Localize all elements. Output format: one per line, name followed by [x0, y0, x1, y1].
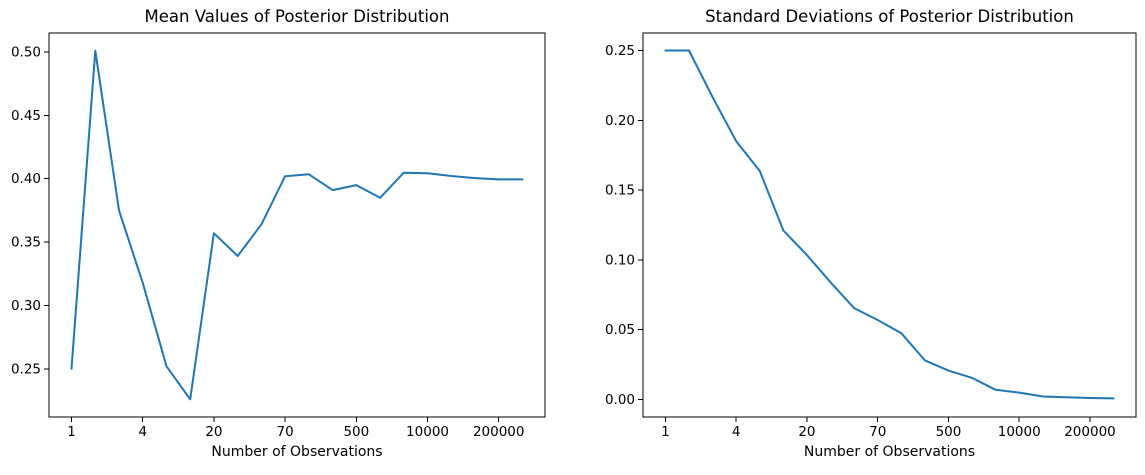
- y-tick-label: 0.35: [11, 235, 41, 251]
- data-line: [664, 49, 1115, 400]
- y-tick-label: 0.00: [605, 392, 635, 408]
- axes-spines: [48, 32, 546, 418]
- y-tick-label: 0.40: [11, 171, 41, 187]
- mean-chart-title: Mean Values of Posterior Distribution: [145, 7, 450, 26]
- x-tick-label: 1: [661, 424, 670, 440]
- x-tick-label: 70: [869, 424, 886, 440]
- x-tick-label: 20: [205, 424, 222, 440]
- x-tick-label: 4: [732, 424, 741, 440]
- axes-spines: [642, 32, 1137, 418]
- std-chart-xlabel: Number of Observations: [804, 444, 975, 460]
- x-tick-label: 4: [138, 424, 147, 440]
- x-tick-label: 500: [343, 424, 369, 440]
- y-tick-label: 0.05: [605, 322, 635, 338]
- y-tick-label: 0.15: [605, 183, 635, 199]
- x-tick-label: 200000: [1064, 424, 1116, 440]
- y-tick-label: 0.45: [11, 108, 41, 124]
- x-tick-label: 10000: [406, 424, 449, 440]
- x-tick-label: 70: [277, 424, 294, 440]
- std-chart-plot-area: 1 4 20 70 500 10000 200000 0.00 0.05 0.10 0.15 0.20…: [605, 32, 1137, 440]
- y-tick-label: 0.30: [11, 298, 41, 314]
- x-tick-label: 10000: [998, 424, 1041, 440]
- y-tick-label: 0.25: [605, 43, 635, 59]
- x-tick-label: 1: [67, 424, 76, 440]
- y-tick-label: 0.20: [605, 113, 635, 129]
- mean-chart: Mean Values of Posterior Distribution Nu…: [11, 7, 546, 460]
- y-tick-label: 0.50: [11, 45, 41, 61]
- y-tick-label: 0.25: [11, 361, 41, 377]
- mean-chart-xlabel: Number of Observations: [211, 444, 382, 460]
- x-tick-label: 500: [936, 424, 962, 440]
- x-tick-label: 20: [798, 424, 815, 440]
- y-tick-label: 0.10: [605, 252, 635, 268]
- x-tick-label: 200000: [473, 424, 525, 440]
- std-chart: Standard Deviations of Posterior Distrib…: [605, 7, 1137, 460]
- data-line: [70, 49, 524, 401]
- mean-chart-plot-area: 1 4 20 70 500 10000 200000 0.25 0.30 0.35 0.40 0.45…: [11, 32, 546, 440]
- std-chart-title: Standard Deviations of Posterior Distrib…: [705, 7, 1074, 26]
